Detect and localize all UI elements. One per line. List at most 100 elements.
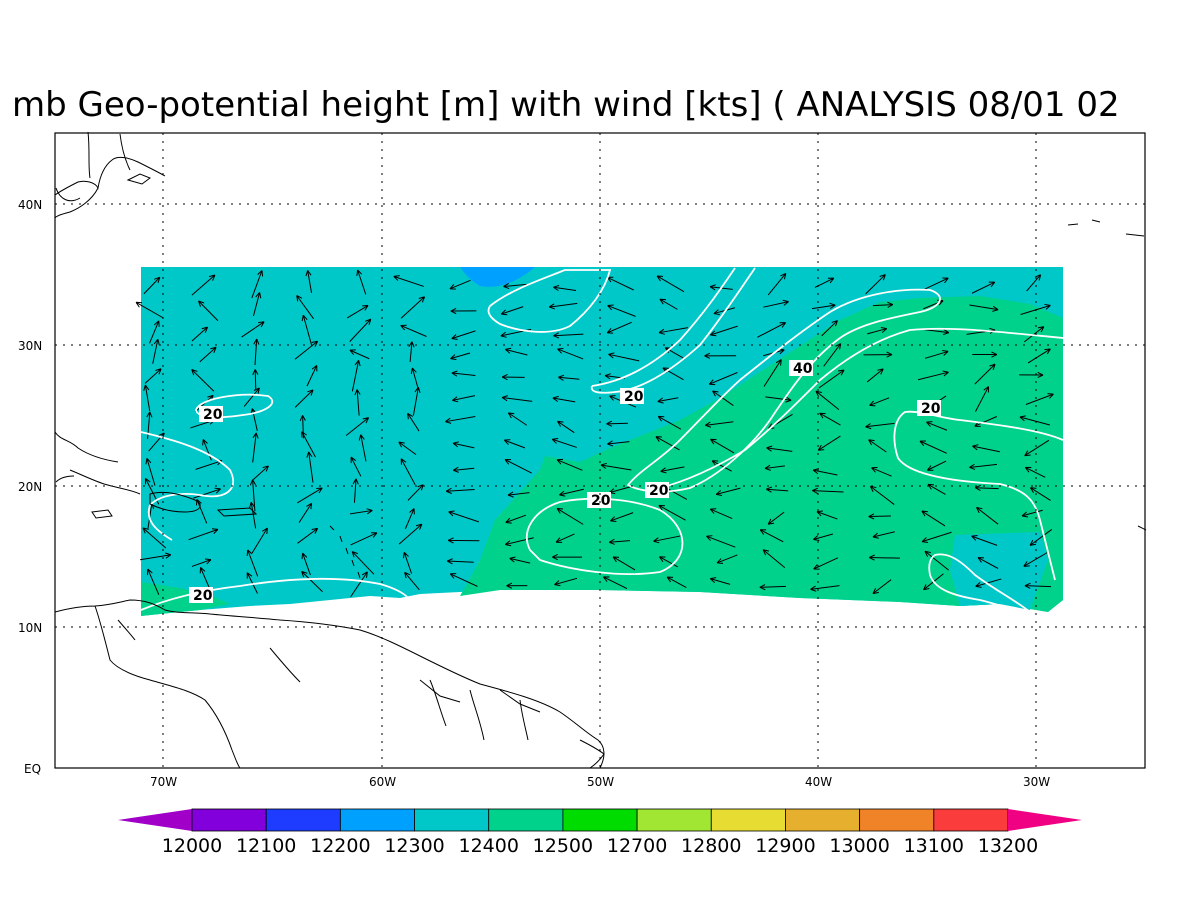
wind-arrow [297, 527, 319, 544]
contour-label: 20 [649, 483, 669, 499]
wind-arrow [1021, 509, 1043, 518]
wind-arrow [400, 458, 416, 486]
wind-arrow [149, 320, 160, 344]
wind-arrow [653, 535, 681, 544]
wind-arrow [767, 511, 785, 525]
puerto-rico [216, 507, 258, 517]
wind-arrow [656, 275, 685, 293]
wind-arrow [763, 299, 789, 308]
wind-arrow [924, 349, 949, 359]
wind-arrow [446, 558, 474, 565]
wind-arrow [917, 370, 949, 381]
wind-arrow [555, 533, 575, 543]
y-axis-labels: 40N 30N 20N 10N EQ [18, 198, 42, 776]
wind-arrow [974, 484, 999, 491]
x-tick-label: 40W [805, 775, 832, 789]
wind-arrow [1026, 274, 1042, 292]
map-frame [54, 132, 1146, 769]
x-tick-label: 50W [587, 775, 614, 789]
wind-arrow [249, 501, 257, 529]
wind-arrow [301, 552, 311, 576]
wind-arrow [296, 295, 315, 320]
wind-arrow [812, 468, 838, 476]
wind-arrow [926, 460, 947, 471]
wind-arrow [252, 292, 262, 317]
contour-label-group: 20 20 40 20 20 20 20 [189, 360, 941, 604]
wind-arrow [655, 436, 680, 451]
x-axis-labels: 70W 60W 50W 40W 30W [150, 775, 1050, 789]
contour-label: 20 [203, 407, 223, 423]
isotach-contours [140, 267, 1064, 613]
wind-arrow [608, 538, 631, 545]
wind-arrow [865, 422, 895, 430]
wind-arrow [349, 349, 370, 360]
contour-20-center [591, 267, 736, 387]
contour-label: 20 [591, 493, 611, 509]
wind-arrow [1029, 529, 1053, 546]
wind-arrow [305, 270, 313, 293]
wind-arrow [600, 462, 632, 471]
wind-arrow [447, 537, 480, 544]
wind-arrow [358, 434, 367, 462]
wind-arrow [407, 412, 420, 432]
wind-arrow [869, 397, 890, 407]
wind-arrow [704, 421, 734, 428]
wind-arrow [501, 395, 533, 402]
wind-arrow [198, 300, 219, 322]
wind-arrow [548, 302, 578, 310]
wind-arrow [558, 374, 580, 381]
wind-arrow [403, 551, 413, 574]
wind-arrow [872, 531, 895, 539]
wind-arrow [607, 304, 636, 317]
field-region-12200 [460, 267, 535, 287]
wind-arrow [139, 552, 172, 561]
contour-20-se-loop [928, 553, 1033, 613]
colorbar-label: 12800 [681, 835, 741, 857]
wind-arrow [351, 359, 361, 392]
wind-arrow [919, 440, 947, 454]
wind-arrow [143, 384, 151, 412]
wind-arrow [191, 274, 216, 296]
wind-arrow [445, 487, 475, 494]
wind-arrow [927, 483, 946, 495]
wind-arrow [657, 415, 682, 430]
wind-arrow [865, 274, 886, 295]
wind-arrow [759, 529, 784, 543]
wind-arrow [764, 464, 785, 471]
wind-arrow [145, 458, 156, 486]
wind-arrow [191, 326, 209, 342]
wind-arrow [552, 395, 576, 403]
wind-arrow [246, 549, 259, 577]
wind-arrow [449, 573, 478, 587]
wind-arrow [551, 437, 577, 448]
colorbar-swatch [636, 808, 712, 832]
wind-arrow [704, 352, 737, 359]
contour-20-top-loop [487, 269, 612, 333]
x-tick-label: 70W [150, 775, 177, 789]
y-tick-label: EQ [24, 762, 41, 776]
wind-arrow [608, 352, 640, 362]
wind-arrow [716, 554, 738, 564]
wind-arrow [610, 512, 634, 523]
wind-arrow [606, 420, 628, 427]
wind-arrow [709, 508, 733, 519]
colorbar-label: 12200 [310, 835, 370, 857]
wind-arrow [142, 527, 167, 549]
contour-20-central-band [626, 288, 941, 493]
wind-arrow [969, 463, 998, 470]
contour-20-south-west [140, 578, 409, 611]
wind-arrow [971, 281, 996, 294]
wind-arrow [866, 368, 884, 383]
wind-arrow [393, 275, 424, 287]
colorbar-swatch [191, 808, 267, 832]
wind-arrow [251, 527, 268, 554]
wind-arrow [553, 284, 577, 292]
y-tick-label: 10N [18, 621, 42, 635]
wind-arrow [452, 466, 475, 473]
wind-arrow [506, 582, 528, 589]
wind-arrow [350, 532, 378, 546]
wind-arrow [450, 307, 477, 315]
wind-arrow [398, 523, 423, 545]
colorbar-swatch [414, 808, 490, 832]
wind-arrow [352, 478, 359, 503]
